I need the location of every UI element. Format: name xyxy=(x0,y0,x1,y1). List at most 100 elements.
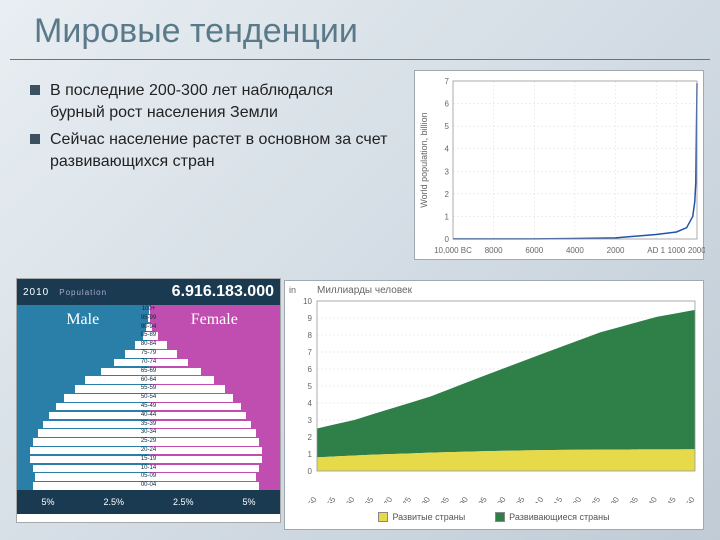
svg-text:6000: 6000 xyxy=(525,246,543,255)
bullet-item: Сейчас население растет в основном за сч… xyxy=(30,129,390,172)
pyramid-xtick: 5% xyxy=(41,497,54,507)
svg-text:2020: 2020 xyxy=(567,495,584,503)
bullet-list: В последние 200-300 лет наблюдался бурны… xyxy=(30,80,390,178)
svg-text:2040: 2040 xyxy=(642,495,659,503)
pyramid-bar-male xyxy=(33,465,149,473)
pyramid-female-label: Female xyxy=(149,311,281,329)
population-projection-chart: Миллиарды человекin012345678910195019551… xyxy=(284,280,704,530)
bullet-text: Сейчас население растет в основном за сч… xyxy=(50,129,390,172)
pyramid-bar-male xyxy=(33,482,149,490)
pyramid-x-axis: 5%2.5%2.5%5% xyxy=(17,490,280,514)
legend-item-developing: Развивающиеся страны xyxy=(495,512,609,522)
pyramid-bar-male xyxy=(35,473,148,481)
svg-text:6: 6 xyxy=(445,100,450,109)
pyramid-age-axis: 100+95-9990-9485-8980-8475-7970-7465-696… xyxy=(141,305,156,490)
svg-text:World population, billion: World population, billion xyxy=(419,112,429,207)
pyramid-bar-male xyxy=(64,394,148,402)
svg-text:5: 5 xyxy=(445,122,450,131)
svg-text:in: in xyxy=(289,285,296,295)
svg-text:7: 7 xyxy=(308,348,313,357)
pyramid-female-panel: Female xyxy=(149,305,281,490)
bullet-marker-icon xyxy=(30,85,40,95)
svg-text:2050: 2050 xyxy=(680,495,697,503)
svg-text:1955: 1955 xyxy=(321,495,338,503)
pyramid-bar-male xyxy=(38,429,148,437)
svg-text:2010: 2010 xyxy=(529,495,546,503)
svg-text:1960: 1960 xyxy=(340,495,357,503)
legend-swatch-icon xyxy=(378,512,388,522)
svg-text:2035: 2035 xyxy=(623,495,640,503)
svg-text:3: 3 xyxy=(445,167,450,176)
svg-text:1: 1 xyxy=(308,450,313,459)
svg-text:2030: 2030 xyxy=(604,495,621,503)
svg-text:1965: 1965 xyxy=(359,495,376,503)
pyramid-bar-male xyxy=(85,376,148,384)
svg-text:0: 0 xyxy=(308,467,313,476)
svg-text:10: 10 xyxy=(303,297,312,306)
svg-text:2025: 2025 xyxy=(586,495,603,503)
pyramid-bar-female xyxy=(149,456,262,464)
svg-text:8000: 8000 xyxy=(485,246,503,255)
svg-text:2015: 2015 xyxy=(548,495,565,503)
bullet-text: В последние 200-300 лет наблюдался бурны… xyxy=(50,80,390,123)
pyramid-bar-female xyxy=(149,412,246,420)
svg-text:9: 9 xyxy=(308,314,313,323)
legend-label: Развитые страны xyxy=(392,512,465,522)
svg-text:8: 8 xyxy=(308,331,313,340)
svg-text:4: 4 xyxy=(308,399,313,408)
pyramid-bar-male xyxy=(33,438,149,446)
pyramid-bar-male xyxy=(43,421,148,429)
pyramid-bar-female xyxy=(149,482,259,490)
svg-text:1985: 1985 xyxy=(434,495,451,503)
pyramid-bar-female xyxy=(149,429,257,437)
pyramid-bar-female xyxy=(149,465,259,473)
legend-label: Развивающиеся страны xyxy=(509,512,609,522)
svg-text:1950: 1950 xyxy=(302,495,319,503)
svg-text:1990: 1990 xyxy=(453,495,470,503)
pyramid-bar-male xyxy=(49,412,149,420)
svg-text:2: 2 xyxy=(445,190,450,199)
svg-text:4: 4 xyxy=(445,145,450,154)
pyramid-male-panel: Male xyxy=(17,305,149,490)
legend-item-developed: Развитые страны xyxy=(378,512,465,522)
slide-title: Мировые тенденции xyxy=(10,0,710,60)
svg-text:4000: 4000 xyxy=(566,246,584,255)
svg-text:1000: 1000 xyxy=(668,246,686,255)
svg-text:7: 7 xyxy=(445,77,450,86)
pyramid-xtick: 2.5% xyxy=(173,497,194,507)
svg-text:2: 2 xyxy=(308,433,313,442)
pyramid-bar-female xyxy=(149,421,252,429)
pyramid-bar-male xyxy=(30,447,148,455)
bullet-item: В последние 200-300 лет наблюдался бурны… xyxy=(30,80,390,123)
bullet-marker-icon xyxy=(30,134,40,144)
pyramid-bar-female xyxy=(149,368,202,376)
pyramid-population-label: Population xyxy=(59,288,107,297)
pyramid-bar-male xyxy=(30,456,148,464)
pyramid-bar-female xyxy=(149,403,241,411)
pyramid-bar-female xyxy=(149,447,262,455)
svg-text:2000: 2000 xyxy=(607,246,625,255)
pyramid-bar-male xyxy=(56,403,148,411)
svg-text:AD 1: AD 1 xyxy=(647,246,665,255)
projection-legend: Развитые страны Развивающиеся страны xyxy=(285,512,703,522)
svg-text:1975: 1975 xyxy=(397,495,414,503)
svg-text:10,000 BC: 10,000 BC xyxy=(434,246,472,255)
legend-swatch-icon xyxy=(495,512,505,522)
pyramid-male-label: Male xyxy=(17,311,149,329)
population-pyramid-chart: 2010 Population 6.916.183.000 Male Femal… xyxy=(16,278,281,523)
pyramid-bar-female xyxy=(149,376,215,384)
svg-text:0: 0 xyxy=(445,235,450,244)
pyramid-bar-female xyxy=(149,385,225,393)
pyramid-header: 2010 Population 6.916.183.000 xyxy=(17,279,280,305)
svg-text:6: 6 xyxy=(308,365,313,374)
svg-text:1970: 1970 xyxy=(378,495,395,503)
pyramid-bar-female xyxy=(149,438,259,446)
svg-text:1: 1 xyxy=(445,212,450,221)
svg-text:2045: 2045 xyxy=(661,495,678,503)
pyramid-bar-male xyxy=(75,385,149,393)
svg-text:2005: 2005 xyxy=(510,495,527,503)
pyramid-bar-female xyxy=(149,473,257,481)
pyramid-year: 2010 xyxy=(23,287,49,298)
svg-text:3: 3 xyxy=(308,416,313,425)
pyramid-population-value: 6.916.183.000 xyxy=(172,283,274,301)
